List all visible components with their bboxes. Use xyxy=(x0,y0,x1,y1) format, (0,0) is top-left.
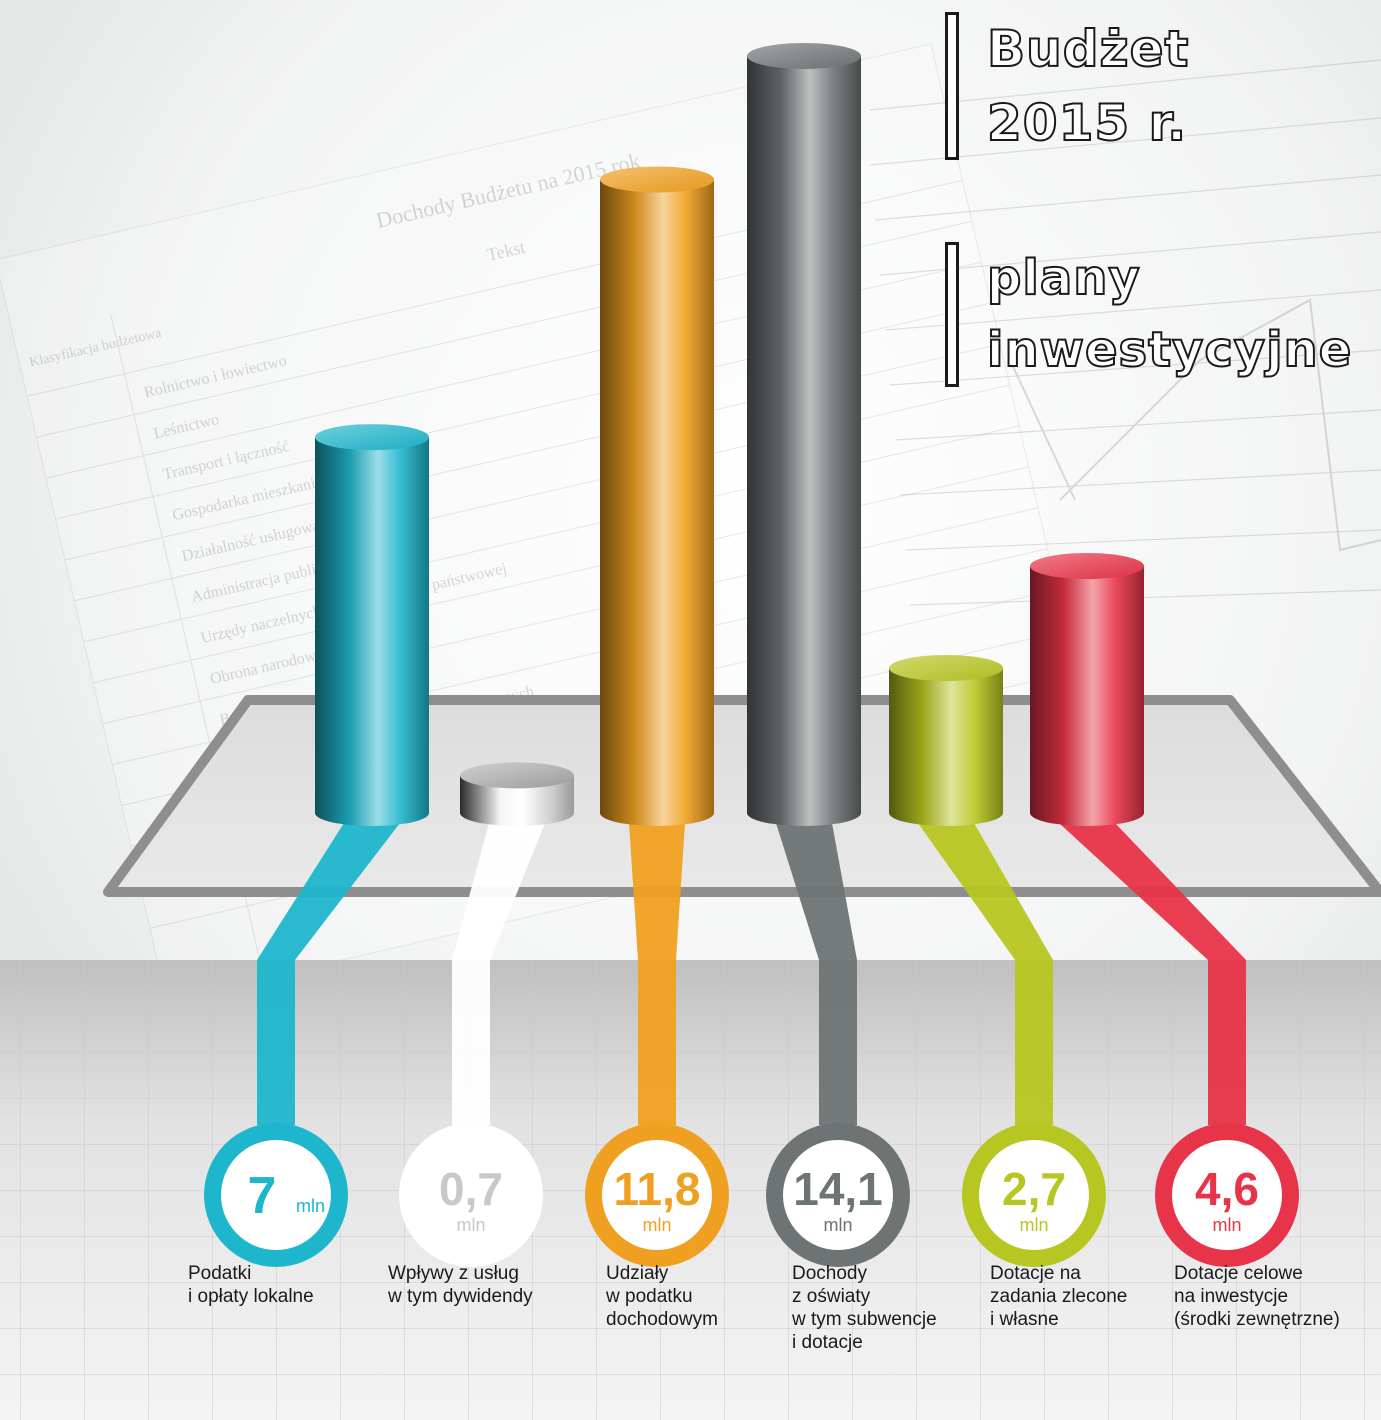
value-label: 14,1 xyxy=(793,1163,883,1215)
bar-top xyxy=(747,43,861,69)
category-label-1: Podatki i opłaty lokalne xyxy=(188,1263,314,1307)
bar-cylinder xyxy=(889,655,1003,826)
value-unit: mln xyxy=(1019,1215,1048,1235)
bar-body xyxy=(1030,566,1144,826)
bar-body xyxy=(460,775,574,826)
category-label-6: Dotacje celowe na inwestycje (środki zew… xyxy=(1174,1263,1340,1330)
title-bar xyxy=(945,12,959,160)
title-line-4: inwestycyjne xyxy=(986,321,1353,379)
category-label-3: Udziały w podatku dochodowym xyxy=(606,1263,718,1330)
value-label: 7 xyxy=(248,1167,277,1225)
connector-tube xyxy=(918,823,1053,1125)
bar-body xyxy=(600,179,714,826)
bar-top xyxy=(1030,553,1144,580)
value-unit: mln xyxy=(823,1215,852,1235)
value-unit: mln xyxy=(296,1196,325,1216)
bar-top xyxy=(460,762,574,789)
value-badge-inner xyxy=(602,1140,712,1250)
value-badge-inner xyxy=(416,1140,526,1250)
value-label: 0,7 xyxy=(439,1163,503,1215)
title-bar xyxy=(945,242,959,387)
category-label-4: Dochody z oświaty w tym subwencje i dota… xyxy=(792,1263,937,1353)
value-badge: 7 mln xyxy=(204,1123,348,1267)
value-badge-inner xyxy=(1172,1140,1282,1250)
background-table-right xyxy=(869,59,1381,606)
connector-tube xyxy=(257,823,400,1125)
value-badge-inner xyxy=(979,1140,1089,1250)
connector-tube xyxy=(452,823,545,1125)
bar-body xyxy=(315,437,429,826)
bar-cylinder xyxy=(747,43,861,826)
title-line-1: Budżet xyxy=(986,19,1190,79)
title-line-2: 2015 r. xyxy=(986,93,1188,153)
connector-tube xyxy=(629,823,685,1125)
value-label: 2,7 xyxy=(1002,1163,1066,1215)
category-label-5: Dotacje na zadania zlecone i własne xyxy=(990,1263,1128,1330)
bar-body xyxy=(889,668,1003,826)
value-badge-inner xyxy=(221,1140,331,1250)
value-unit: mln xyxy=(642,1215,671,1235)
connector-tubes xyxy=(257,823,1246,1125)
connector-tube xyxy=(776,823,857,1125)
value-unit: mln xyxy=(456,1215,485,1235)
bar-cylinder xyxy=(315,424,429,826)
bar-top xyxy=(600,166,714,193)
bar-cylinder xyxy=(1030,553,1144,826)
bar-top xyxy=(315,424,429,451)
bar-cylinder xyxy=(600,166,714,826)
value-unit: mln xyxy=(1212,1215,1241,1235)
value-badge-inner xyxy=(783,1140,893,1250)
title-line-3: plany xyxy=(986,249,1141,307)
bar-cylinder xyxy=(460,762,574,826)
category-label-2: Wpływy z usług w tym dywidendy xyxy=(388,1263,533,1307)
value-label: 4,6 xyxy=(1195,1163,1259,1215)
bar-body xyxy=(747,56,861,826)
value-label: 11,8 xyxy=(614,1163,701,1215)
connector-tube xyxy=(1059,823,1246,1125)
bar-top xyxy=(889,655,1003,682)
platform xyxy=(103,695,1381,897)
